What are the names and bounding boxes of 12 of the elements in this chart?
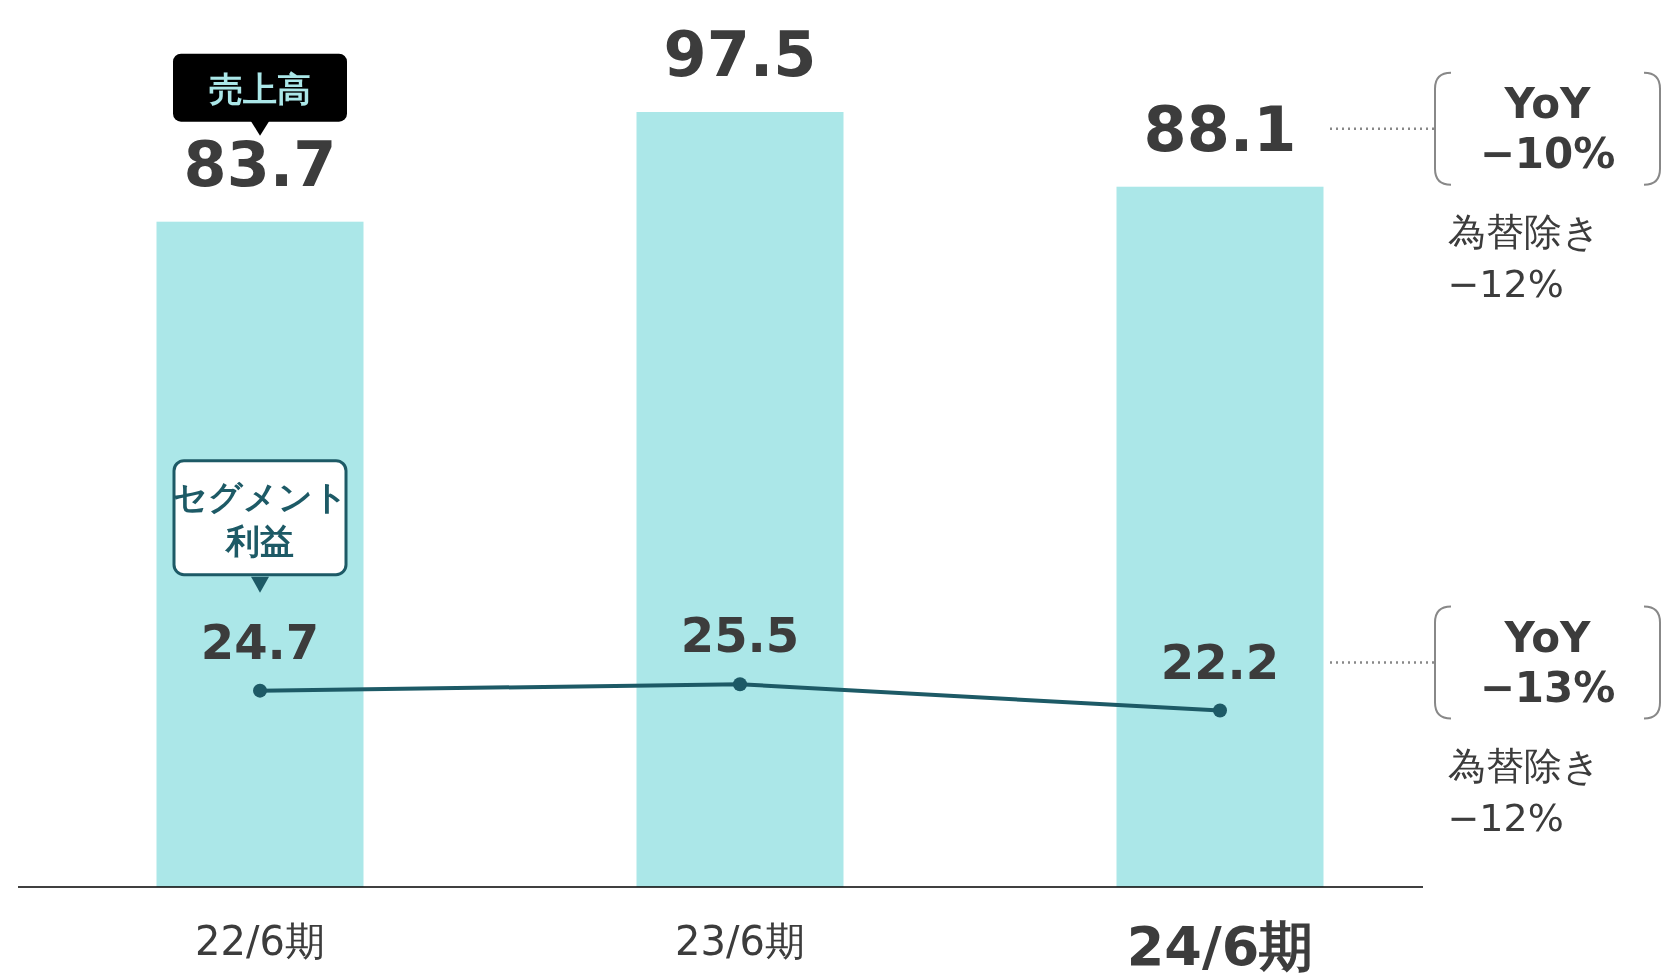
data-label: 88.1 (1143, 92, 1297, 166)
data-label: 97.5 (663, 18, 817, 91)
text: 為替除き −12% (1447, 209, 1601, 306)
x-tick-label: 24/6期 (1126, 915, 1314, 976)
text: YoY −10% (1479, 78, 1616, 178)
text: 為替除き −12% (1447, 743, 1601, 840)
x-tick-label: 23/6期 (675, 918, 805, 964)
text: YoY −13% (1479, 612, 1616, 712)
data-label: 22.2 (1160, 633, 1280, 690)
data-label: 24.7 (200, 613, 320, 670)
data-label: 25.5 (680, 607, 800, 664)
x-tick-label: 22/6期 (195, 918, 325, 964)
